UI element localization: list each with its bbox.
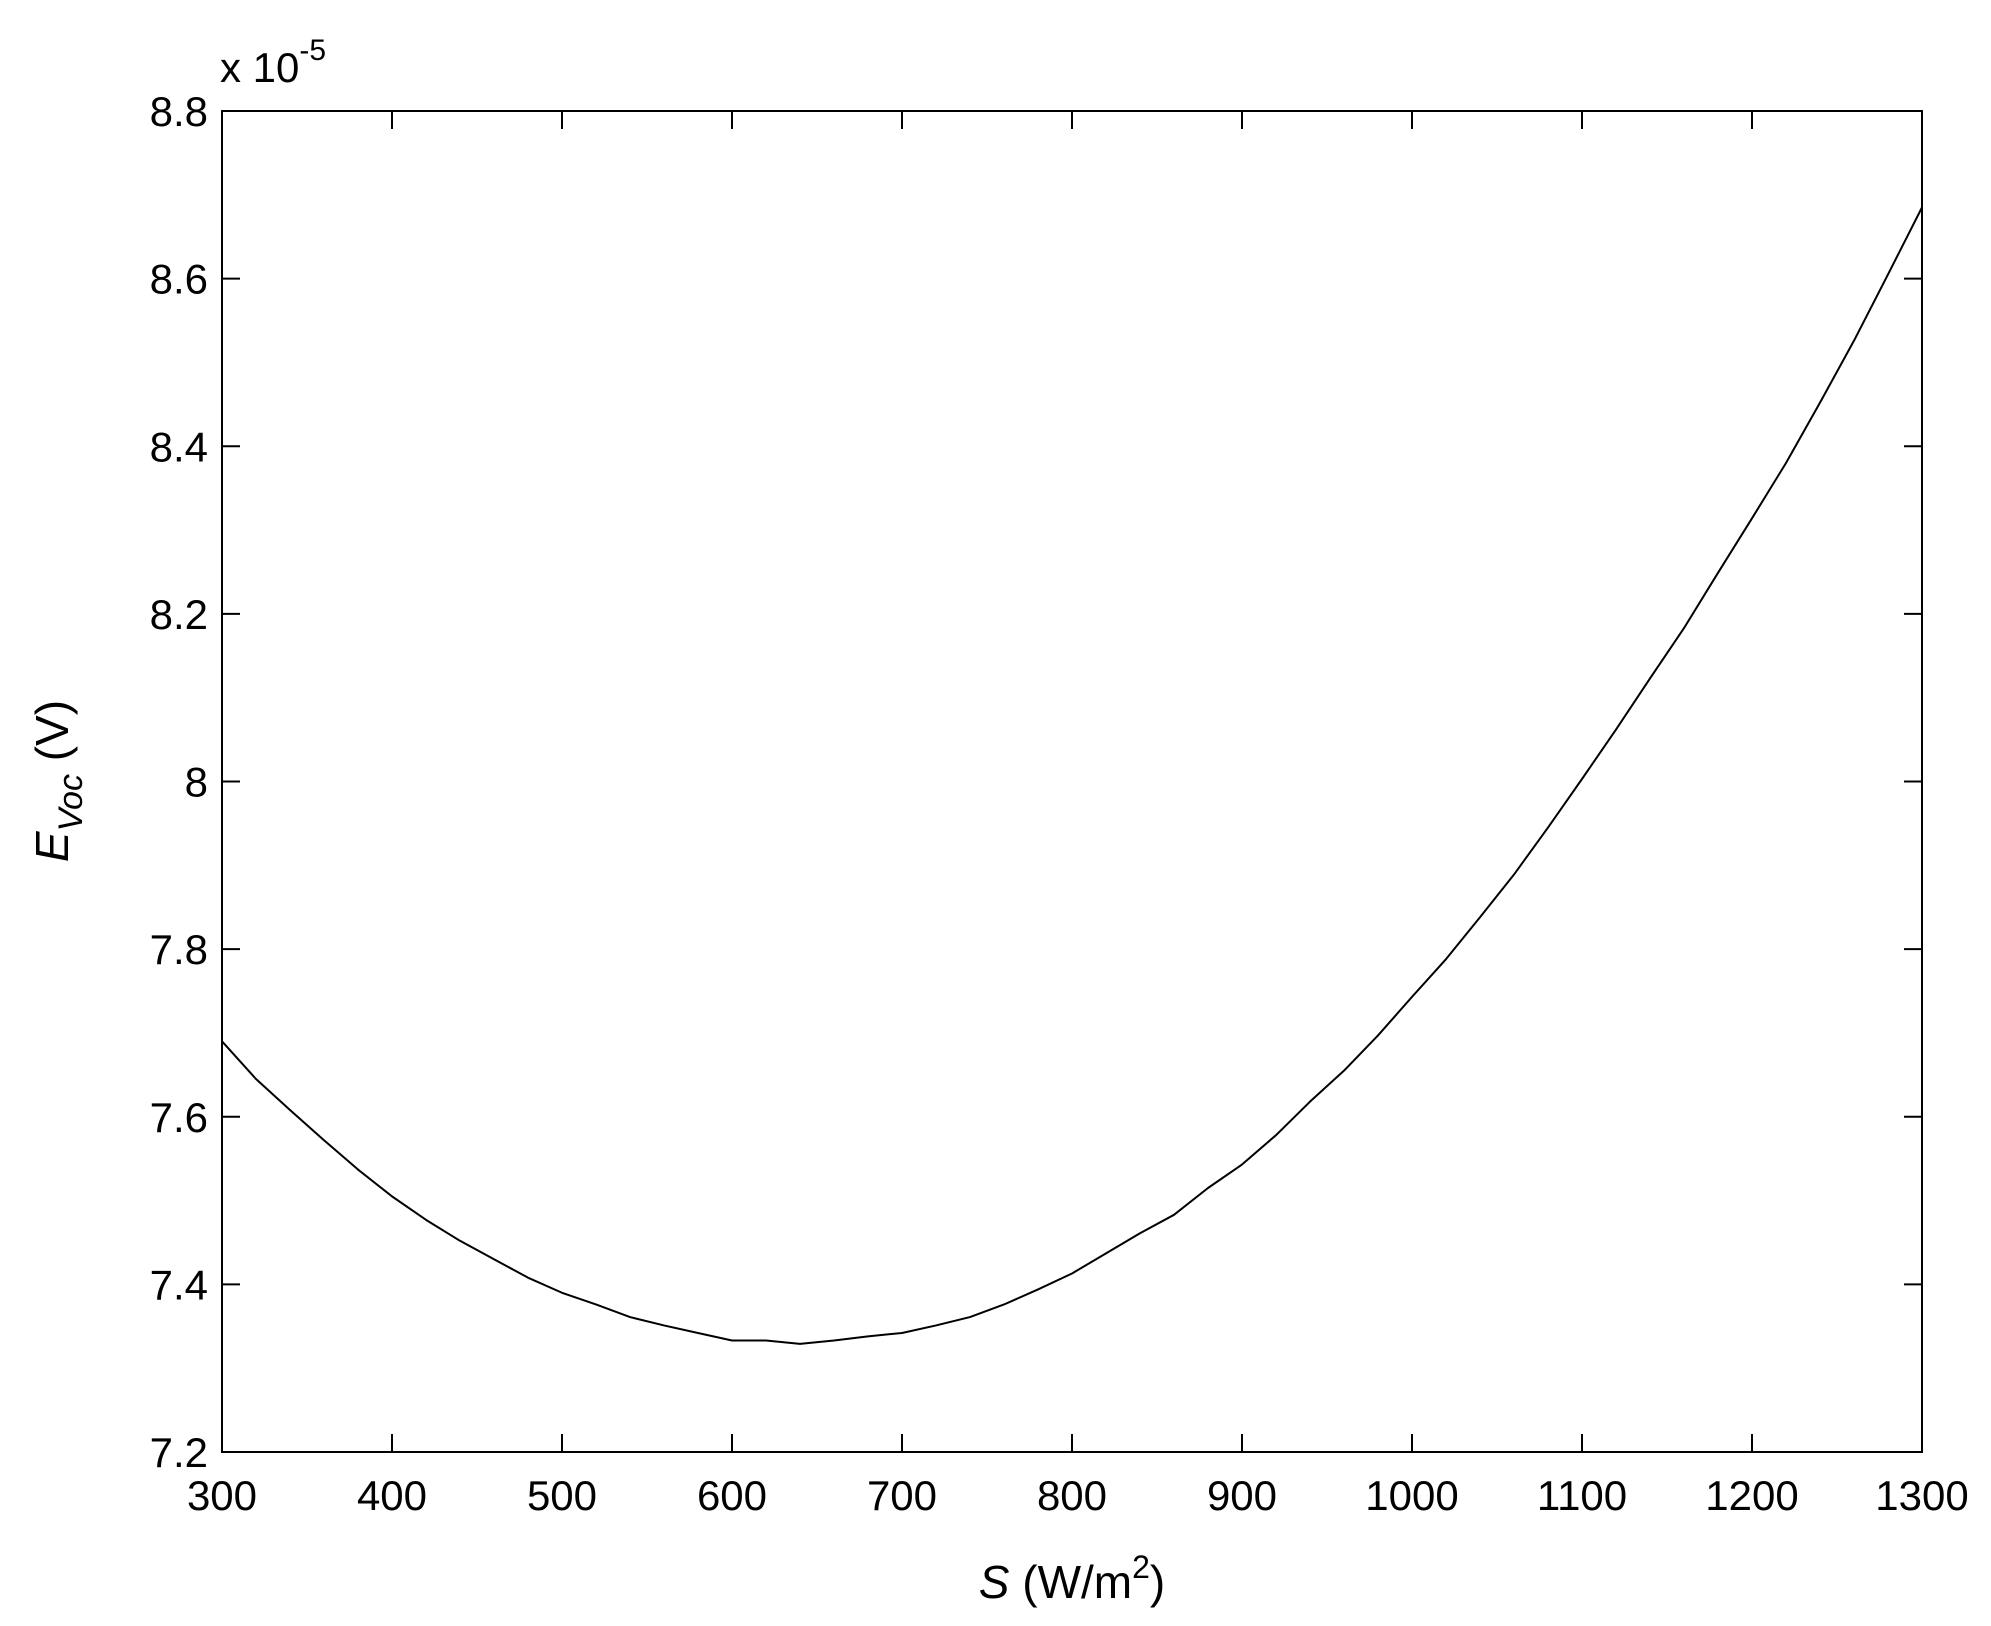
y-multiplier-base: x 10	[220, 44, 299, 91]
y-tick-label: 8.6	[150, 256, 208, 303]
y-tick-label: 8.2	[150, 591, 208, 638]
y-tick-label: 8.4	[150, 423, 208, 470]
x-axis-symbol: S	[979, 1556, 1010, 1608]
x-tick-label: 900	[1207, 1472, 1277, 1519]
x-axis-unit-close: )	[1150, 1556, 1165, 1608]
y-multiplier: x 10-5	[220, 34, 326, 91]
x-tick-label: 700	[867, 1472, 937, 1519]
series-line	[221, 206, 1923, 1345]
plot-frame	[221, 110, 1923, 1453]
y-axis-subscript: Voc	[52, 774, 90, 831]
y-axis-symbol: E	[26, 830, 78, 862]
y-axis-unit: (V)	[26, 700, 78, 774]
x-tick-label: 1300	[1875, 1472, 1968, 1519]
y-tick-label: 7.4	[150, 1261, 208, 1308]
x-tick-label: 400	[357, 1472, 427, 1519]
y-tick-label: 7.8	[150, 926, 208, 973]
x-axis-unit: (W/m	[1009, 1556, 1132, 1608]
y-tick-label: 8.8	[150, 88, 208, 135]
x-axis-label: S (W/m2)	[979, 1549, 1165, 1608]
x-tick-label: 1100	[1537, 1472, 1627, 1519]
x-tick-label: 600	[697, 1472, 767, 1519]
x-tick-label: 500	[527, 1472, 597, 1519]
x-tick-label: 1000	[1365, 1472, 1458, 1519]
y-tick-label: 7.2	[150, 1429, 208, 1476]
x-axis-unit-power: 2	[1132, 1549, 1150, 1585]
y-tick-label: 8	[185, 759, 208, 806]
y-tick-label: 7.6	[150, 1094, 208, 1141]
x-tick-label: 300	[187, 1472, 257, 1519]
x-tick-labels: 300 400 500 600 700 800 900 1000 1100 1200 1300	[187, 1472, 1969, 1519]
series-layer	[221, 206, 1923, 1345]
y-axis-label: EVoc (V)	[26, 700, 90, 862]
y-multiplier-exponent: -5	[299, 34, 326, 67]
x-tick-label: 800	[1037, 1472, 1107, 1519]
x-tick-label: 1200	[1705, 1472, 1798, 1519]
y-tick-labels: 7.2 7.4 7.6 7.8 8 8.2 8.4 8.6 8.8	[150, 88, 208, 1476]
